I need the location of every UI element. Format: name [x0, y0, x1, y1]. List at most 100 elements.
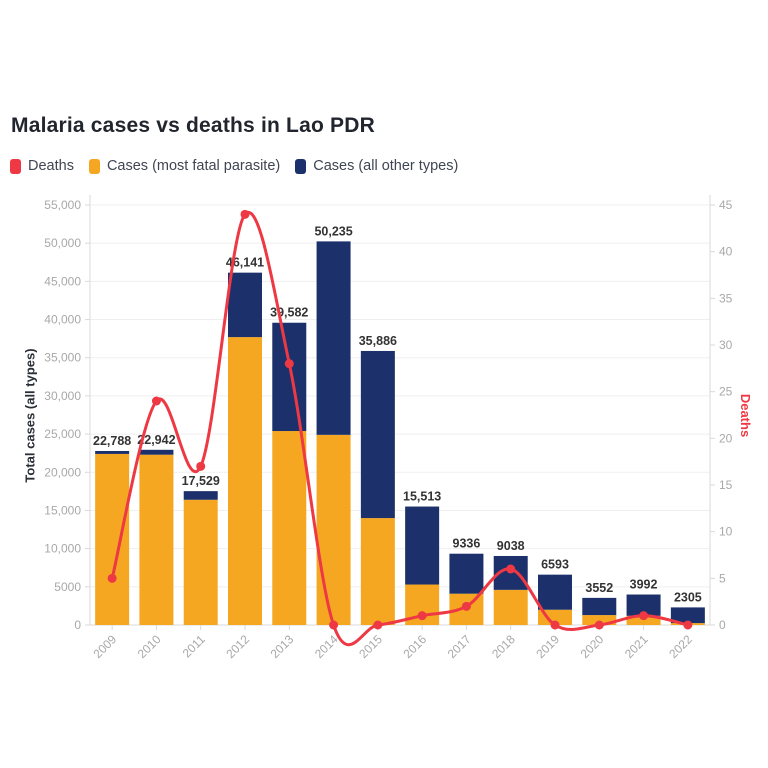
bar-segment-other-types	[183, 491, 218, 500]
left-tick-label: 35,000	[44, 351, 81, 365]
bar-total-label: 3552	[585, 581, 613, 595]
bar-total-label: 6593	[541, 558, 569, 572]
bar-segment-other-types	[95, 450, 130, 454]
deaths-marker	[417, 611, 427, 621]
legend-label: Cases (all other types)	[313, 158, 459, 174]
cases-fatal-swatch-icon	[88, 158, 100, 174]
bar-segment-other-types	[272, 322, 307, 432]
deaths-marker	[506, 564, 516, 574]
right-tick-label: 40	[719, 245, 733, 259]
bar-total-label: 9038	[497, 539, 525, 553]
left-tick-label: 45,000	[44, 274, 81, 288]
deaths-marker	[107, 573, 117, 583]
bar-segment-other-types	[538, 574, 572, 610]
x-tick-label: 2019	[533, 632, 562, 661]
bar-segment-other-types	[405, 506, 440, 585]
bar-segment-other-types	[670, 607, 705, 624]
chart-plot-area: 0 5000 10,000 15,000 20,000 25,000 30,000 35,00…	[0, 190, 768, 720]
bar-segment-most-fatal	[316, 434, 351, 625]
deaths-marker	[639, 611, 649, 621]
x-tick-label: 2014	[312, 632, 341, 661]
bar-segment-other-types	[360, 350, 395, 519]
bar-segment-most-fatal	[493, 589, 528, 625]
bar-segment-most-fatal	[626, 615, 661, 625]
deaths-swatch-icon	[10, 158, 21, 174]
x-tick-label: 2012	[223, 632, 252, 661]
x-tick-label: 2017	[445, 632, 474, 661]
left-tick-label: 50,000	[44, 236, 81, 250]
bar-segment-most-fatal	[272, 431, 307, 625]
bar-segment-other-types	[582, 597, 617, 616]
cases-other-swatch-icon	[295, 158, 307, 174]
bar-segment-most-fatal	[360, 518, 395, 625]
bar-total-label: 9336	[453, 537, 481, 551]
bar-total-label: 17,529	[182, 474, 220, 488]
left-tick-label: 20,000	[44, 465, 81, 479]
bar-segment-other-types	[316, 241, 351, 435]
bar-segment-other-types	[626, 594, 661, 616]
bar-segment-other-types	[228, 272, 262, 338]
legend: Deaths Cases (most fatal parasite) Cases…	[10, 158, 458, 174]
right-tick-label: 35	[719, 291, 733, 305]
right-tick-label: 5	[719, 571, 726, 585]
bar-segment-most-fatal	[139, 454, 174, 625]
bar-total-label: 46,141	[226, 256, 264, 270]
bar-segment-most-fatal	[228, 337, 262, 625]
right-tick-label: 25	[719, 385, 733, 399]
x-tick-label: 2010	[135, 632, 164, 661]
right-tick-label: 20	[719, 431, 733, 445]
legend-label: Cases (most fatal parasite)	[106, 158, 281, 174]
x-tick-label: 2022	[666, 632, 695, 661]
deaths-marker	[329, 620, 339, 630]
bar-total-label: 22,788	[93, 434, 131, 448]
deaths-marker	[151, 396, 161, 406]
chart-title: Malaria cases vs deaths in Lao PDR	[11, 114, 375, 137]
bar-segment-other-types	[449, 553, 484, 594]
deaths-marker	[284, 359, 294, 369]
bar-segment-other-types	[139, 449, 174, 455]
x-tick-label: 2011	[180, 632, 208, 660]
deaths-marker	[461, 601, 471, 611]
bar-total-label: 2305	[674, 590, 702, 604]
right-tick-label: 0	[719, 618, 726, 632]
deaths-marker	[594, 620, 604, 630]
right-tick-label: 10	[719, 525, 733, 539]
legend-item-deaths[interactable]: Deaths	[10, 158, 74, 174]
deaths-marker	[196, 461, 206, 471]
left-tick-label: 5000	[54, 580, 81, 594]
x-tick-label: 2009	[90, 632, 119, 661]
chart-svg: 0 5000 10,000 15,000 20,000 25,000 30,000 35,00…	[44, 195, 733, 661]
left-tick-label: 40,000	[44, 313, 81, 327]
right-tick-label: 45	[719, 198, 733, 212]
x-tick-label: 2013	[268, 632, 297, 661]
bar-total-label: 39,582	[270, 306, 308, 320]
bar-segment-most-fatal	[582, 615, 617, 625]
bar-total-label: 50,235	[314, 224, 352, 238]
left-tick-label: 55,000	[44, 198, 81, 212]
legend-item-cases-other[interactable]: Cases (all other types)	[295, 158, 458, 174]
x-tick-label: 2020	[578, 632, 607, 661]
bar-segment-most-fatal	[95, 453, 130, 625]
left-tick-label: 10,000	[44, 542, 81, 556]
x-tick-label: 2021	[622, 632, 651, 661]
deaths-marker	[683, 620, 693, 630]
bar-total-label: 15,513	[403, 490, 441, 504]
left-tick-label: 0	[74, 618, 81, 632]
bar-total-label: 22,942	[137, 433, 175, 447]
deaths-marker	[240, 209, 250, 219]
deaths-marker	[373, 620, 383, 630]
left-tick-label: 30,000	[44, 389, 81, 403]
left-tick-label: 25,000	[44, 427, 81, 441]
right-tick-label: 15	[719, 478, 733, 492]
left-tick-label: 15,000	[44, 503, 81, 517]
right-tick-label: 30	[719, 338, 733, 352]
bar-segment-most-fatal	[183, 499, 218, 625]
x-tick-label: 2018	[489, 632, 518, 661]
bar-total-label: 35,886	[359, 334, 397, 348]
legend-label: Deaths	[28, 158, 74, 174]
bar-total-label: 3992	[630, 578, 658, 592]
x-tick-label: 2016	[400, 632, 429, 661]
legend-item-cases-fatal[interactable]: Cases (most fatal parasite)	[88, 158, 281, 174]
deaths-marker	[550, 620, 560, 630]
